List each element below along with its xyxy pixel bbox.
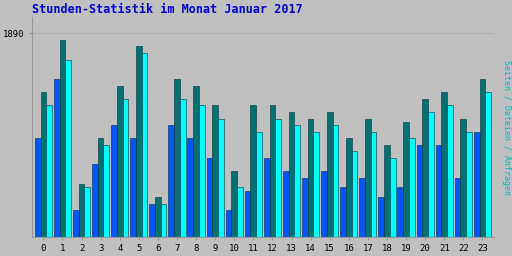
- Bar: [218, 119, 224, 256]
- Bar: [359, 178, 365, 256]
- Bar: [73, 210, 79, 256]
- Bar: [485, 92, 491, 256]
- Bar: [289, 112, 294, 256]
- Bar: [231, 171, 237, 256]
- Bar: [417, 145, 422, 256]
- Bar: [371, 132, 376, 256]
- Bar: [168, 125, 174, 256]
- Bar: [206, 158, 212, 256]
- Bar: [384, 145, 390, 256]
- Bar: [130, 138, 136, 256]
- Bar: [466, 132, 472, 256]
- Bar: [480, 79, 485, 256]
- Bar: [397, 187, 403, 256]
- Bar: [403, 122, 409, 256]
- Bar: [98, 138, 103, 256]
- Bar: [237, 187, 243, 256]
- Bar: [352, 151, 357, 256]
- Bar: [256, 132, 262, 256]
- Bar: [46, 105, 52, 256]
- Bar: [92, 164, 98, 256]
- Bar: [340, 187, 346, 256]
- Bar: [40, 92, 46, 256]
- Text: Seiten / Dateien / Anfragen: Seiten / Dateien / Anfragen: [502, 60, 511, 196]
- Bar: [270, 105, 275, 256]
- Bar: [308, 119, 313, 256]
- Bar: [136, 46, 142, 256]
- Bar: [180, 99, 185, 256]
- Bar: [378, 197, 384, 256]
- Bar: [212, 105, 218, 256]
- Bar: [199, 105, 205, 256]
- Bar: [155, 197, 161, 256]
- Bar: [365, 119, 371, 256]
- Bar: [441, 92, 447, 256]
- Bar: [111, 125, 117, 256]
- Bar: [436, 145, 441, 256]
- Bar: [174, 79, 180, 256]
- Bar: [59, 40, 66, 256]
- Bar: [35, 138, 40, 256]
- Bar: [66, 60, 71, 256]
- Bar: [294, 125, 300, 256]
- Bar: [250, 105, 256, 256]
- Bar: [79, 184, 84, 256]
- Bar: [447, 105, 453, 256]
- Bar: [187, 138, 193, 256]
- Bar: [333, 125, 338, 256]
- Bar: [245, 191, 250, 256]
- Bar: [142, 53, 147, 256]
- Text: Stunden-Statistik im Monat Januar 2017: Stunden-Statistik im Monat Januar 2017: [32, 3, 303, 16]
- Bar: [390, 158, 396, 256]
- Bar: [275, 119, 281, 256]
- Bar: [460, 119, 466, 256]
- Bar: [54, 79, 59, 256]
- Bar: [117, 86, 122, 256]
- Bar: [84, 187, 90, 256]
- Bar: [193, 86, 199, 256]
- Bar: [264, 158, 270, 256]
- Bar: [428, 112, 434, 256]
- Bar: [313, 132, 319, 256]
- Bar: [103, 145, 109, 256]
- Bar: [422, 99, 428, 256]
- Bar: [327, 112, 333, 256]
- Bar: [346, 138, 352, 256]
- Bar: [474, 132, 480, 256]
- Bar: [409, 138, 415, 256]
- Bar: [321, 171, 327, 256]
- Bar: [283, 171, 289, 256]
- Bar: [302, 178, 308, 256]
- Bar: [161, 204, 166, 256]
- Bar: [455, 178, 460, 256]
- Bar: [150, 204, 155, 256]
- Bar: [122, 99, 129, 256]
- Bar: [226, 210, 231, 256]
